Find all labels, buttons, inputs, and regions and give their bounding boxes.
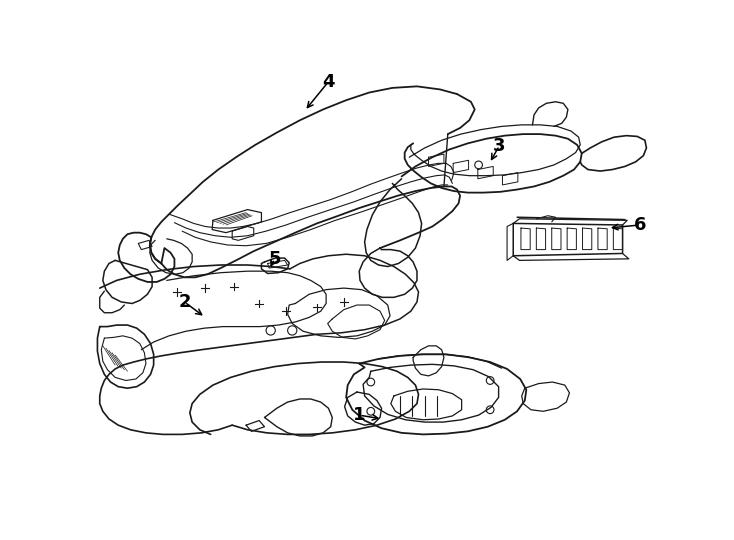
Text: 6: 6	[634, 216, 647, 234]
Text: 1: 1	[353, 406, 366, 424]
Text: 3: 3	[493, 137, 506, 154]
Text: 5: 5	[269, 250, 281, 268]
Text: 2: 2	[178, 293, 191, 311]
Polygon shape	[138, 240, 152, 249]
Text: 4: 4	[322, 73, 335, 91]
